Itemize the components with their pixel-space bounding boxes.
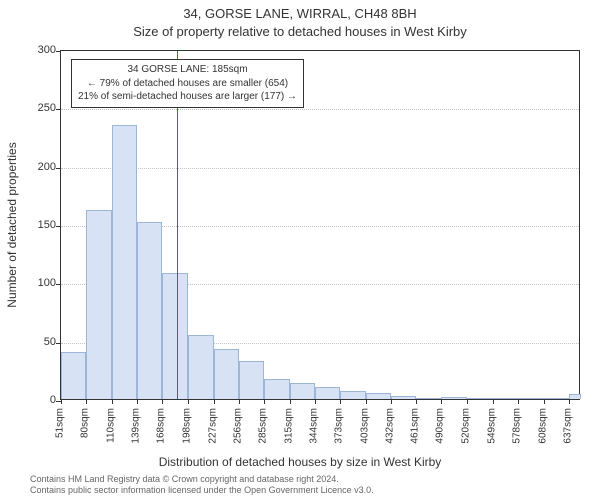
xtick-label: 110sqm	[106, 408, 117, 443]
ytick-mark	[56, 343, 61, 344]
ytick-label: 100	[16, 277, 56, 289]
xtick-mark	[340, 399, 341, 404]
xtick-label: 285sqm	[257, 408, 268, 444]
footer-line1: Contains HM Land Registry data © Crown c…	[30, 474, 590, 485]
chart-container: 34, GORSE LANE, WIRRAL, CH48 8BH Size of…	[0, 0, 600, 500]
ytick-mark	[56, 51, 61, 52]
chart-title-sub: Size of property relative to detached ho…	[0, 24, 600, 39]
histogram-bar	[493, 398, 518, 399]
histogram-bar	[315, 387, 340, 399]
histogram-bar	[441, 397, 467, 399]
xtick-mark	[569, 399, 570, 404]
xtick-label: 403sqm	[360, 408, 371, 444]
xtick-label: 315sqm	[283, 408, 294, 444]
plot-area: 34 GORSE LANE: 185sqm← 79% of detached h…	[60, 50, 580, 400]
histogram-bar	[391, 396, 416, 400]
xtick-label: 227sqm	[207, 408, 218, 444]
xtick-label: 432sqm	[385, 408, 396, 444]
xtick-mark	[391, 399, 392, 404]
ytick-label: 50	[16, 336, 56, 348]
histogram-bar	[518, 398, 544, 399]
gridline	[61, 109, 579, 110]
ytick-label: 300	[16, 44, 56, 56]
xtick-mark	[264, 399, 265, 404]
histogram-bar	[467, 398, 492, 399]
xtick-mark	[112, 399, 113, 404]
ytick-label: 200	[16, 161, 56, 173]
annotation-line: 21% of semi-detached houses are larger (…	[78, 90, 297, 104]
xtick-mark	[315, 399, 316, 404]
annotation-line: 34 GORSE LANE: 185sqm	[78, 63, 297, 77]
xtick-mark	[86, 399, 87, 404]
xtick-mark	[441, 399, 442, 404]
histogram-bar	[416, 398, 441, 399]
histogram-bar	[569, 394, 581, 399]
histogram-bar	[544, 398, 569, 399]
xtick-label: 139sqm	[131, 408, 142, 444]
histogram-bar	[290, 383, 315, 399]
ytick-mark	[56, 226, 61, 227]
xtick-mark	[162, 399, 163, 404]
chart-title-main: 34, GORSE LANE, WIRRAL, CH48 8BH	[0, 6, 600, 21]
xtick-label: 51sqm	[55, 408, 66, 438]
annotation-line: ← 79% of detached houses are smaller (65…	[78, 77, 297, 91]
ytick-label: 250	[16, 102, 56, 114]
xtick-mark	[467, 399, 468, 404]
footer-attribution: Contains HM Land Registry data © Crown c…	[30, 474, 590, 496]
xtick-label: 80sqm	[80, 408, 91, 438]
xtick-mark	[137, 399, 138, 404]
ytick-mark	[56, 168, 61, 169]
xtick-mark	[239, 399, 240, 404]
histogram-bar	[340, 391, 366, 399]
xtick-label: 490sqm	[435, 408, 446, 444]
xtick-label: 608sqm	[537, 408, 548, 444]
xtick-label: 549sqm	[486, 408, 497, 444]
x-axis-label: Distribution of detached houses by size …	[0, 455, 600, 469]
xtick-mark	[290, 399, 291, 404]
xtick-mark	[366, 399, 367, 404]
histogram-bar	[264, 379, 290, 399]
annotation-box: 34 GORSE LANE: 185sqm← 79% of detached h…	[71, 59, 304, 108]
ytick-mark	[56, 284, 61, 285]
xtick-label: 168sqm	[156, 408, 167, 444]
xtick-label: 344sqm	[308, 408, 319, 444]
xtick-label: 520sqm	[461, 408, 472, 444]
xtick-label: 256sqm	[232, 408, 243, 444]
histogram-bar	[188, 335, 213, 399]
xtick-label: 461sqm	[410, 408, 421, 444]
histogram-bar	[214, 349, 239, 399]
histogram-bar	[112, 125, 137, 399]
xtick-mark	[493, 399, 494, 404]
ytick-mark	[56, 109, 61, 110]
histogram-bar	[239, 361, 264, 400]
xtick-mark	[416, 399, 417, 404]
gridline	[61, 168, 579, 169]
xtick-label: 373sqm	[334, 408, 345, 444]
ytick-label: 150	[16, 219, 56, 231]
histogram-bar	[366, 393, 391, 399]
histogram-bar	[86, 210, 112, 399]
histogram-bar	[162, 273, 188, 399]
xtick-label: 637sqm	[562, 408, 573, 444]
xtick-mark	[214, 399, 215, 404]
ytick-label: 0	[16, 394, 56, 406]
xtick-mark	[61, 399, 62, 404]
footer-line2: Contains public sector information licen…	[30, 485, 590, 496]
xtick-mark	[518, 399, 519, 404]
xtick-mark	[188, 399, 189, 404]
xtick-mark	[544, 399, 545, 404]
xtick-label: 578sqm	[511, 408, 522, 444]
xtick-label: 198sqm	[182, 408, 193, 444]
histogram-bar	[137, 222, 162, 399]
histogram-bar	[61, 352, 86, 399]
